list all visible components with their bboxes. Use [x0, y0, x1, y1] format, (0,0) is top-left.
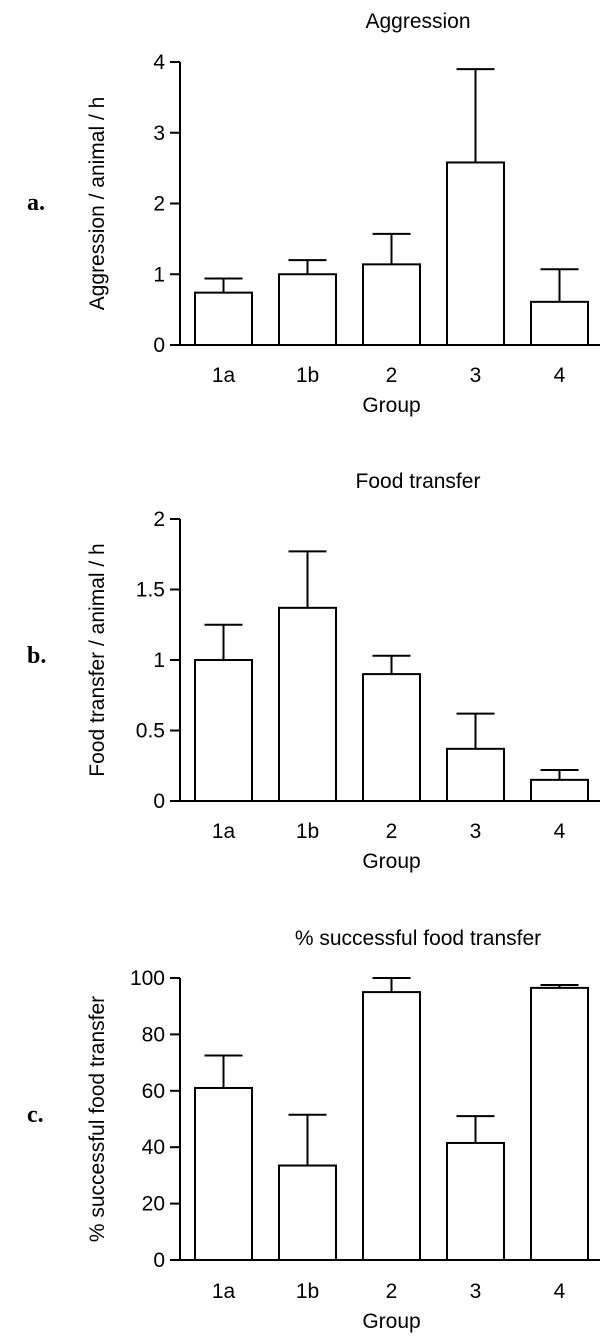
x-axis-label: Group — [362, 850, 420, 873]
y-tick-label: 0.5 — [136, 720, 165, 743]
x-tick-label: 1a — [212, 820, 236, 843]
panel-2: Food transfer b. Food transfer / animal / … — [27, 470, 600, 873]
chart-title: Aggression — [365, 10, 470, 33]
chart-title: % successful food transfer — [295, 927, 541, 950]
y-axis-label: Food transfer / animal / h — [86, 543, 109, 776]
y-tick-label: 40 — [142, 1136, 165, 1159]
panel-3: % successful food transfer c. % successful… — [27, 927, 600, 1333]
x-tick-label: 4 — [554, 1280, 566, 1303]
y-tick-label: 0 — [153, 334, 165, 357]
x-tick-label: 1a — [212, 364, 236, 387]
panel-letter: a. — [27, 190, 45, 216]
y-tick-label: 1 — [153, 263, 165, 286]
panel-letter: c. — [27, 1102, 44, 1128]
x-axis-label: Group — [362, 394, 420, 417]
x-tick-label: 2 — [386, 364, 398, 387]
bar-1a — [194, 659, 253, 802]
x-tick-label: 1a — [212, 1280, 236, 1303]
x-tick-label: 1b — [296, 1280, 319, 1303]
y-tick-label: 0 — [153, 790, 165, 813]
x-tick-label: 3 — [470, 820, 482, 843]
x-tick-label: 4 — [554, 820, 566, 843]
y-tick-label: 1 — [153, 649, 165, 672]
x-tick-label: 1b — [296, 364, 319, 387]
x-axis-label: Group — [362, 1310, 420, 1333]
x-tick-label: 1b — [296, 820, 319, 843]
bar-2 — [362, 673, 421, 802]
y-tick-label: 2 — [153, 508, 165, 531]
y-tick-label: 4 — [153, 51, 165, 74]
bar-4 — [530, 778, 589, 802]
y-tick-label: 60 — [142, 1080, 165, 1103]
y-tick-label: 100 — [130, 967, 165, 990]
y-axis-label: Aggression / animal / h — [86, 97, 109, 311]
y-tick-label: 80 — [142, 1023, 165, 1046]
x-tick-label: 4 — [554, 364, 566, 387]
bar-4 — [530, 986, 589, 1261]
x-tick-label: 2 — [386, 820, 398, 843]
bar-3 — [446, 161, 505, 346]
bar-1a — [194, 1086, 253, 1261]
bar-2 — [362, 991, 421, 1261]
y-axis-label: % successful food transfer — [86, 996, 109, 1242]
chart-title: Food transfer — [356, 470, 481, 493]
y-tick-label: 1.5 — [136, 579, 165, 602]
y-tick-label: 2 — [153, 193, 165, 216]
y-tick-label: 0 — [153, 1249, 165, 1272]
bar-1b — [278, 273, 337, 346]
y-tick-label: 3 — [153, 122, 165, 145]
bar-2 — [362, 263, 421, 346]
bar-4 — [530, 300, 589, 346]
bar-1b — [278, 606, 337, 803]
bar-1a — [194, 291, 253, 346]
x-tick-label: 3 — [470, 1280, 482, 1303]
bar-1b — [278, 1164, 337, 1262]
panel-letter: b. — [27, 643, 46, 669]
y-tick-label: 20 — [142, 1193, 165, 1216]
bar-3 — [446, 1141, 505, 1261]
panel-1: Aggression a. Aggression / animal / h 0 1 2 3 4… — [27, 10, 600, 417]
x-tick-label: 3 — [470, 364, 482, 387]
bar-3 — [446, 747, 505, 803]
x-tick-label: 2 — [386, 1280, 398, 1303]
